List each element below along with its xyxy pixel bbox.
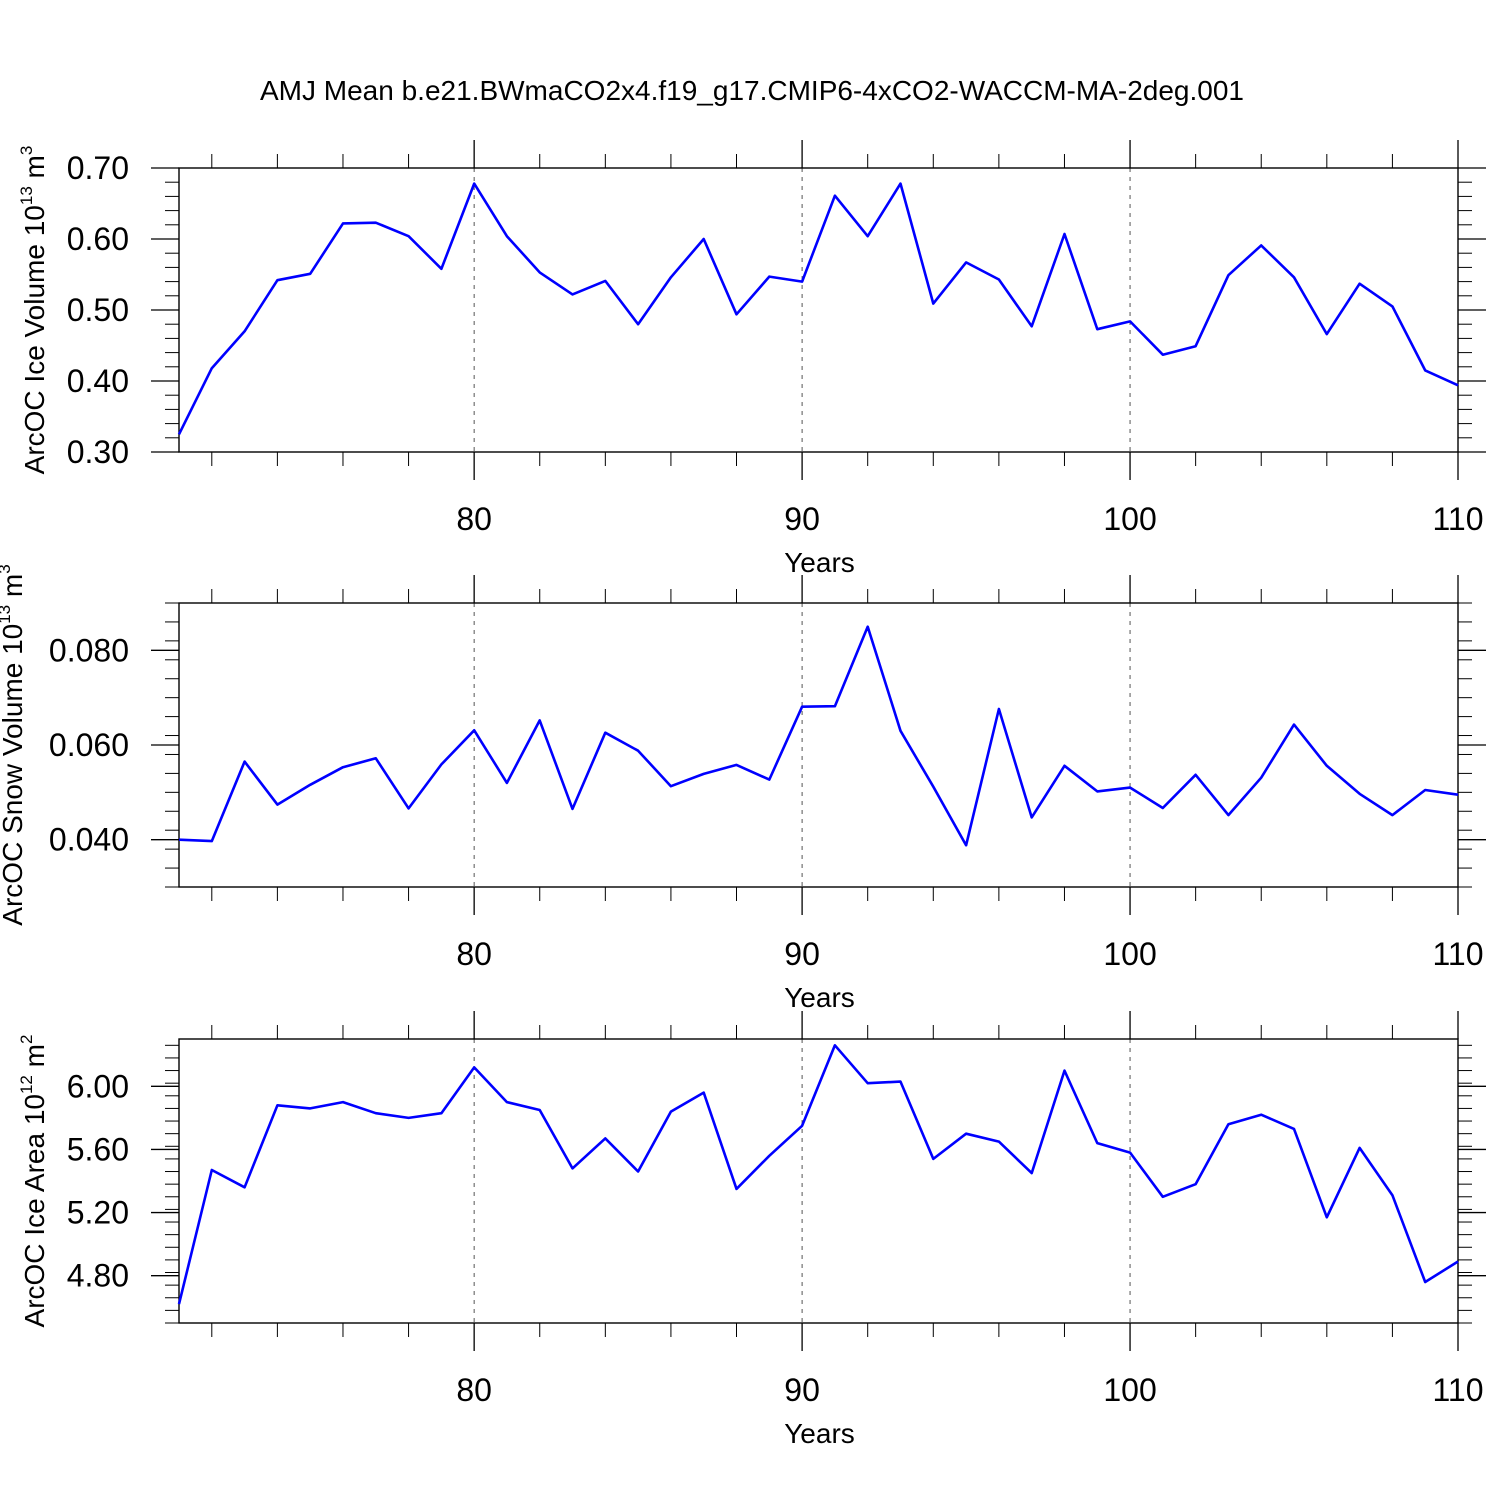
y-tick-label: 0.50 bbox=[67, 292, 129, 328]
series-line bbox=[177, 1044, 1459, 1305]
panel-2: 80 90 100 110 0.040 0.060 0.080 Years ArcOC Snow… bbox=[0, 564, 1486, 1013]
y-tick-label: 6.00 bbox=[67, 1068, 129, 1104]
y-tick-label: 0.40 bbox=[67, 363, 129, 399]
x-tick-label: 80 bbox=[456, 501, 492, 537]
y-tick-label: 0.70 bbox=[67, 150, 129, 186]
x-tick-label: 90 bbox=[784, 501, 820, 537]
y-tick-label: 0.080 bbox=[49, 632, 129, 668]
x-tick-label: 100 bbox=[1103, 1372, 1156, 1408]
y-tick-label: 5.60 bbox=[67, 1131, 129, 1167]
x-tick-label: 110 bbox=[1432, 1372, 1483, 1408]
x-tick-label: 110 bbox=[1432, 936, 1483, 972]
x-tick-label: 90 bbox=[784, 1372, 820, 1408]
x-tick-label: 80 bbox=[456, 936, 492, 972]
x-axis-label: Years bbox=[784, 1418, 855, 1449]
x-tick-label: 90 bbox=[784, 936, 820, 972]
y-tick-label: 0.30 bbox=[67, 434, 129, 470]
panel-1: 80 90 100 110 0.30 0.40 0.50 0.60 0.70 Years ArcOC… bbox=[17, 140, 1486, 578]
x-tick-label: 100 bbox=[1103, 936, 1156, 972]
y-axis-label: ArcOC Snow Volume 1013 m3 bbox=[0, 564, 28, 925]
plot-frame bbox=[178, 1038, 1459, 1324]
x-tick-label: 100 bbox=[1103, 501, 1156, 537]
y-tick-label: 0.60 bbox=[67, 221, 129, 257]
y-tick-label: 4.80 bbox=[67, 1258, 129, 1294]
y-axis-label: ArcOC Ice Area 1012 m2 bbox=[17, 1035, 50, 1328]
chart-title: AMJ Mean b.e21.BWmaCO2x4.f19_g17.CMIP6-4… bbox=[260, 75, 1244, 106]
series-line bbox=[177, 182, 1459, 435]
y-axis-label: ArcOC Ice Volume 1013 m3 bbox=[17, 146, 50, 475]
y-tick-label: 0.040 bbox=[49, 822, 129, 858]
series-line bbox=[178, 625, 1459, 847]
panels: 80 90 100 110 0.30 0.40 0.50 0.60 0.70 Years ArcOC… bbox=[0, 140, 1486, 1449]
plot-frame bbox=[178, 602, 1459, 888]
x-axis-label: Years bbox=[784, 982, 855, 1013]
x-axis-label: Years bbox=[784, 547, 855, 578]
y-tick-label: 5.20 bbox=[67, 1195, 129, 1231]
x-tick-label: 110 bbox=[1432, 501, 1483, 537]
panel-3: 80 90 100 110 4.80 5.20 5.60 6.00 Years ArcOC Ice… bbox=[17, 1011, 1486, 1449]
plot-frame bbox=[178, 167, 1459, 453]
y-tick-label: 0.060 bbox=[49, 727, 129, 763]
x-tick-label: 80 bbox=[456, 1372, 492, 1408]
